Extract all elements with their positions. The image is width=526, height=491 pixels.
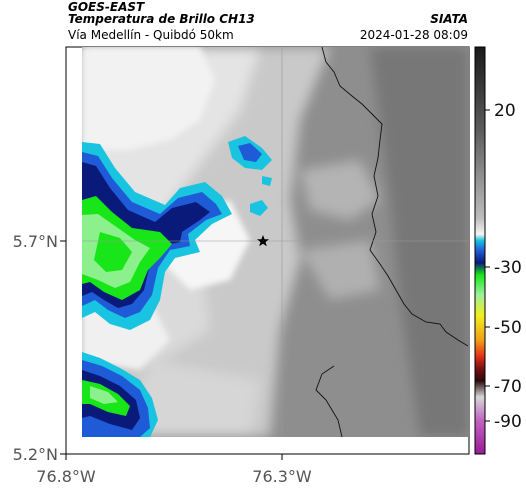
lat-tick-label: 5.2°N: [13, 445, 58, 464]
cold-cloud-spot: [228, 136, 272, 216]
colorbar-label: -70: [494, 377, 522, 397]
lat-tick-label: 5.7°N: [13, 232, 58, 251]
product-title: Temperatura de Brillo CH13: [68, 12, 255, 26]
boundary-line: [321, 47, 469, 347]
colorbar-label: -90: [494, 412, 522, 432]
boundary-line-south: [315, 365, 343, 437]
colorbar-label: 20: [494, 101, 516, 121]
datetime-label: 2024-01-28 08:09: [359, 28, 468, 42]
location-subtitle: Vía Medellín - Quibdó 50km: [68, 28, 234, 42]
organization-label: SIATA: [430, 12, 468, 26]
cold-cloud-cluster-upper: [82, 142, 232, 330]
satellite-image: [82, 47, 469, 437]
colorbar-label: -30: [494, 258, 522, 278]
lon-tick-label: 76.3°W: [252, 467, 312, 486]
cold-cloud-cluster-lower: [82, 352, 158, 437]
lon-tick-label: 76.8°W: [36, 467, 96, 486]
satellite-title: GOES-EAST: [68, 0, 145, 14]
colorbar: 20 -30 -50 -70 -90: [474, 46, 522, 455]
star-icon: [257, 235, 269, 247]
colorbar-label: -50: [494, 318, 522, 338]
